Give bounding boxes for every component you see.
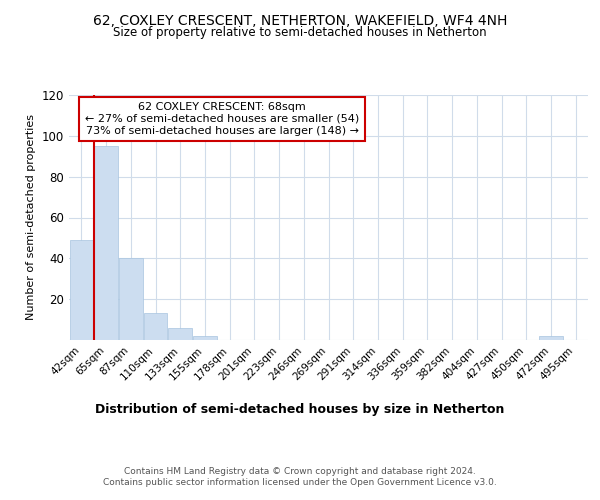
Text: 62, COXLEY CRESCENT, NETHERTON, WAKEFIELD, WF4 4NH: 62, COXLEY CRESCENT, NETHERTON, WAKEFIEL… [93, 14, 507, 28]
Bar [70, 240, 93, 340]
Text: Distribution of semi-detached houses by size in Netherton: Distribution of semi-detached houses by … [95, 402, 505, 415]
Bar [119, 258, 143, 340]
Y-axis label: Number of semi-detached properties: Number of semi-detached properties [26, 114, 36, 320]
Bar [193, 336, 217, 340]
Bar [169, 328, 192, 340]
Text: 62 COXLEY CRESCENT: 68sqm
← 27% of semi-detached houses are smaller (54)
73% of : 62 COXLEY CRESCENT: 68sqm ← 27% of semi-… [85, 102, 359, 136]
Bar [94, 146, 118, 340]
Text: Contains HM Land Registry data © Crown copyright and database right 2024.
Contai: Contains HM Land Registry data © Crown c… [103, 468, 497, 487]
Bar [144, 314, 167, 340]
Text: Size of property relative to semi-detached houses in Netherton: Size of property relative to semi-detach… [113, 26, 487, 39]
Bar [539, 336, 563, 340]
